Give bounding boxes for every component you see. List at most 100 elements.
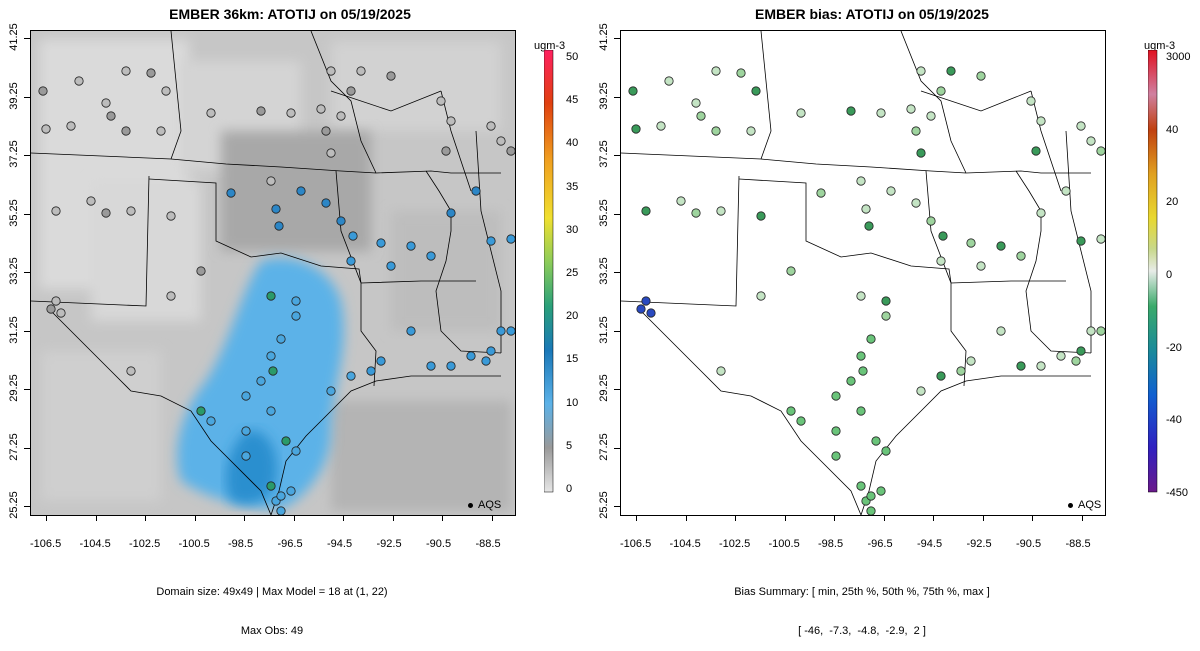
y-tick-mark	[614, 330, 620, 332]
aqs-site-marker	[966, 238, 976, 248]
aqs-site-marker	[846, 106, 856, 116]
aqs-site-marker	[266, 176, 276, 186]
left-colorbar-unit: ugm-3	[534, 40, 566, 52]
aqs-site-marker	[796, 108, 806, 118]
right-map-canvas	[621, 31, 1105, 515]
aqs-site-marker	[274, 221, 284, 231]
y-tick-mark	[614, 389, 620, 390]
y-tick-label: 37.25	[598, 140, 610, 168]
x-tick-label: -104.5	[79, 538, 111, 550]
aqs-site-marker	[946, 66, 956, 76]
aqs-site-marker	[346, 256, 356, 266]
aqs-site-marker	[356, 66, 366, 76]
y-tick-label: 29.25	[8, 374, 20, 402]
aqs-site-marker	[101, 98, 111, 108]
aqs-site-marker	[241, 451, 251, 461]
aqs-site-marker	[816, 188, 826, 198]
aqs-site-marker	[348, 231, 358, 241]
y-tick-mark	[614, 447, 620, 449]
aqs-site-marker	[126, 206, 136, 216]
aqs-site-marker	[376, 356, 386, 366]
left-caption-line1: Domain size: 49x49 | Max Model = 18 at (…	[156, 586, 388, 598]
x-tick-mark	[1081, 515, 1083, 521]
left-colorbar	[544, 50, 554, 493]
aqs-site-marker	[976, 71, 986, 81]
aqs-site-marker	[746, 126, 756, 136]
aqs-site-marker	[881, 311, 891, 321]
colorbar-tick-label: 40	[1166, 123, 1179, 136]
aqs-site-marker	[1061, 186, 1071, 196]
aqs-site-marker	[466, 351, 476, 361]
y-tick-label: 33.25	[598, 257, 610, 285]
aqs-site-marker	[56, 308, 66, 318]
aqs-site-marker	[1016, 361, 1026, 371]
aqs-site-marker	[51, 206, 61, 216]
right-colorbar-unit: ugm-3	[1144, 40, 1176, 52]
x-tick-label: -106.5	[620, 538, 652, 550]
aqs-site-marker	[1036, 208, 1046, 218]
colorbar-tick-label: 5	[566, 439, 573, 452]
aqs-site-marker	[66, 121, 76, 131]
colorbar-tick-label: -450	[1166, 487, 1189, 499]
aqs-site-marker	[346, 371, 356, 381]
aqs-site-marker	[446, 361, 456, 371]
right-caption: Bias Summary: [ min, 25th %, 50th %, 75t…	[620, 560, 1104, 651]
aqs-site-marker	[101, 208, 111, 218]
x-tick-label: -94.5	[327, 538, 353, 550]
y-tick-label: 35.25	[598, 198, 610, 227]
aqs-site-marker	[831, 391, 841, 401]
aqs-site-marker	[856, 351, 866, 361]
aqs-site-marker	[966, 356, 976, 366]
aqs-site-marker	[641, 206, 651, 216]
aqs-site-marker	[166, 291, 176, 301]
right-panel-title: EMBER bias: ATOTIJ on 05/19/2025	[755, 6, 989, 22]
y-tick-label: 35.25	[8, 198, 20, 227]
right-colorbar	[1148, 50, 1158, 493]
x-tick-label: -96.5	[867, 538, 893, 550]
aqs-site-marker	[936, 371, 946, 381]
aqs-site-marker	[291, 446, 301, 456]
aqs-site-marker	[268, 366, 278, 376]
x-tick-mark	[933, 515, 934, 521]
right-boundaries	[621, 31, 1092, 515]
y-tick-label: 41.25	[8, 23, 20, 51]
y-tick-mark	[24, 155, 30, 156]
aqs-site-marker	[751, 86, 761, 96]
aqs-site-marker	[256, 106, 266, 116]
x-tick-label: -94.5	[917, 538, 943, 550]
aqs-site-marker	[1056, 351, 1066, 361]
aqs-site-marker	[856, 291, 866, 301]
x-tick-mark	[343, 515, 344, 521]
y-tick-mark	[24, 213, 30, 215]
x-tick-mark	[244, 515, 245, 521]
x-tick-label: -90.5	[1016, 538, 1042, 550]
aqs-site-marker	[291, 296, 301, 306]
x-tick-mark	[46, 515, 47, 521]
aqs-site-marker	[426, 361, 436, 371]
y-tick-label: 29.25	[598, 374, 610, 402]
x-tick-label: -88.5	[475, 538, 501, 550]
aqs-site-marker	[346, 86, 356, 96]
aqs-site-marker	[736, 68, 746, 78]
y-tick-mark	[614, 96, 620, 98]
legend-dot-icon	[468, 502, 473, 508]
y-tick-label: 25.25	[598, 491, 610, 519]
left-boundaries	[31, 31, 502, 515]
aqs-site-marker	[696, 111, 706, 121]
aqs-site-marker	[206, 108, 216, 118]
aqs-site-marker	[276, 491, 286, 501]
y-tick-mark	[24, 447, 30, 449]
aqs-site-marker	[1036, 361, 1046, 371]
colorbar-tick-label: 10	[566, 396, 579, 409]
aqs-site-marker	[996, 241, 1006, 251]
colorbar-tick-label: 35	[566, 180, 579, 193]
x-tick-mark	[145, 515, 146, 521]
aqs-site-marker	[276, 506, 286, 515]
aqs-site-marker	[936, 256, 946, 266]
aqs-site-marker	[716, 366, 726, 376]
aqs-site-marker	[846, 376, 856, 386]
aqs-site-marker	[631, 124, 641, 134]
aqs-site-marker	[46, 304, 56, 314]
aqs-site-marker	[326, 66, 336, 76]
aqs-site-marker	[38, 86, 48, 96]
